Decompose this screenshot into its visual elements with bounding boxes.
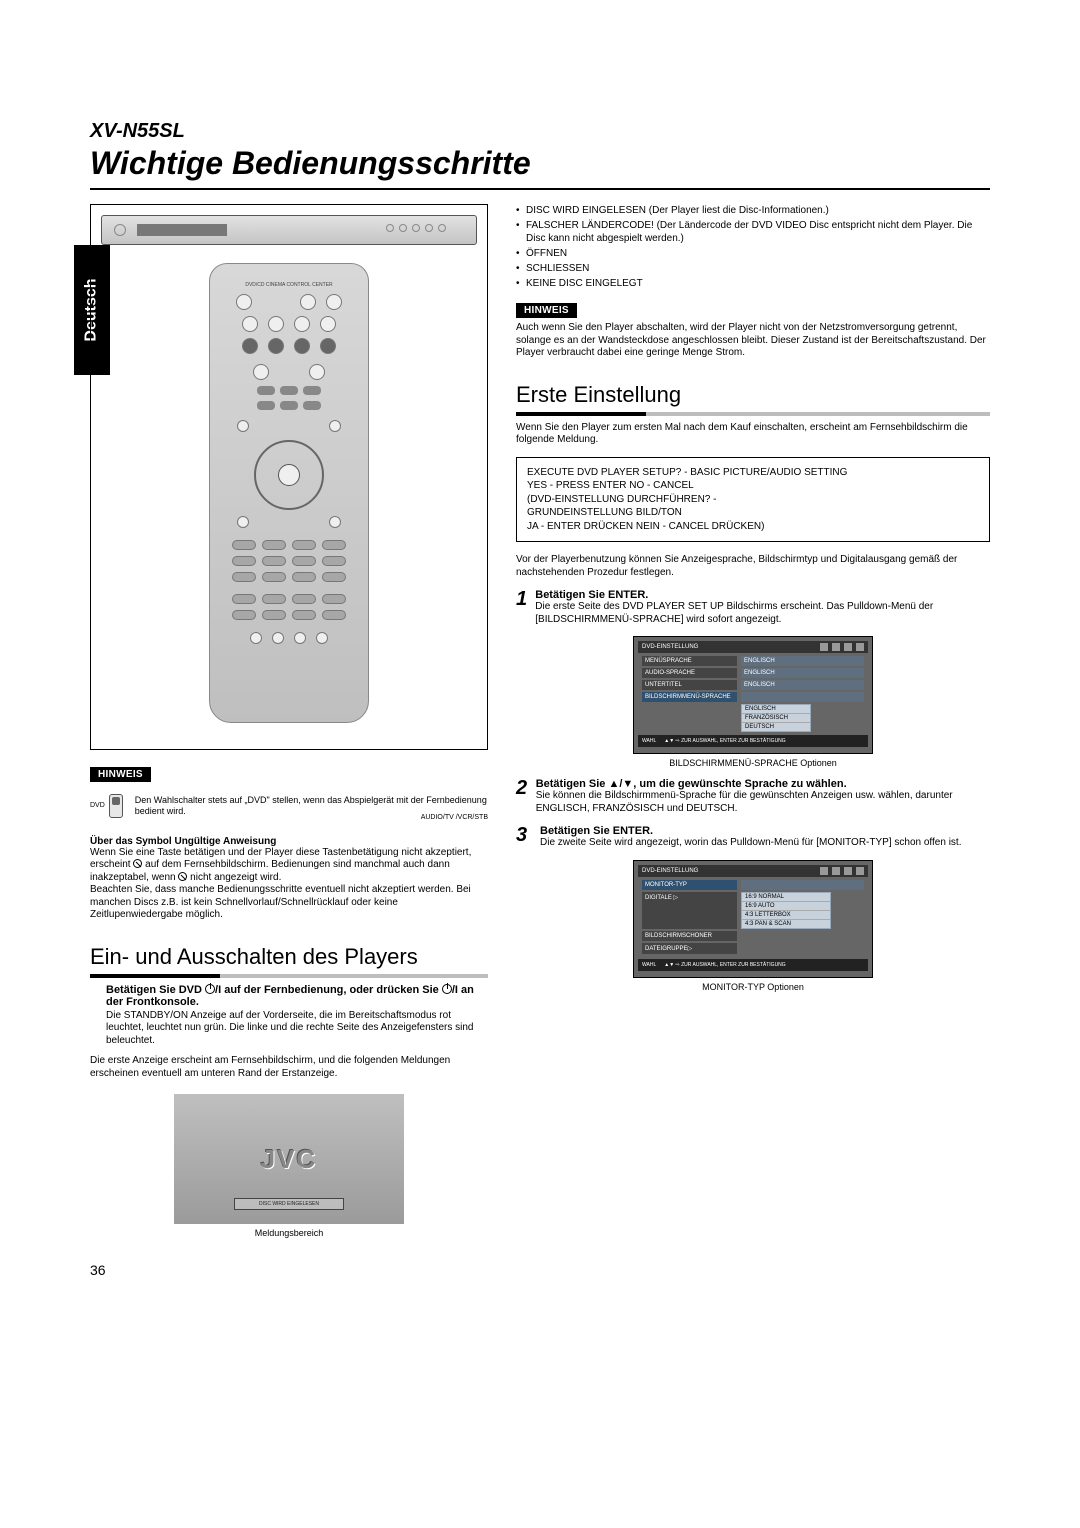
osd1-wrap: DVD-EINSTELLUNG MENÜSPRACHEENGLISCH AUDI… <box>516 636 990 768</box>
step-body: Sie können die Bildschirmmenü-Sprache fü… <box>536 790 990 815</box>
power-icon <box>442 984 452 994</box>
step-heading: Betätigen Sie ▲/▼, um die gewünschte Spr… <box>536 778 990 790</box>
osd-titlebar: DVD-EINSTELLUNG <box>638 865 868 877</box>
step-3: 3 Betätigen Sie ENTER. Die zweite Seite … <box>516 825 990 850</box>
two-columns: DVD/CD CINEMA CONTROL CENTER <box>90 204 990 1278</box>
step-heading: Betätigen Sie ENTER. <box>540 825 961 837</box>
power-step: Betätigen Sie DVD /I auf der Fernbedienu… <box>106 984 488 1048</box>
switch-label-top: DVD <box>90 802 105 810</box>
invalid-symbol-para: Wenn Sie eine Taste betätigen und der Pl… <box>90 847 488 885</box>
jvc-message-bar: DISC WIRD EINGELESEN <box>234 1198 344 1210</box>
osd2-wrap: DVD-EINSTELLUNG MONITOR-TYP DIGITALE ▷ 1… <box>516 860 990 992</box>
model-number: XV-N55SL <box>90 120 990 143</box>
power-icon <box>205 984 215 994</box>
section-rule <box>90 974 488 978</box>
power-step-body: Die STANDBY/ON Anzeige auf der Vordersei… <box>106 1010 488 1048</box>
right-column: DISC WIRD EINGELESEN (Der Player liest d… <box>516 204 990 1278</box>
step-number: 1 <box>516 589 527 626</box>
invalid-icon <box>178 872 187 881</box>
osd2-caption: MONITOR-TYP Optionen <box>702 982 804 992</box>
step-body: Die erste Seite des DVD PLAYER SET UP Bi… <box>535 601 990 626</box>
title-rule <box>90 188 990 190</box>
invalid-symbol-heading: Über das Symbol Ungültige Anweisung <box>90 836 488 847</box>
step-2: 2 Betätigen Sie ▲/▼, um die gewünschte S… <box>516 778 990 815</box>
power-step-head: Betätigen Sie DVD /I auf der Fernbedienu… <box>106 984 488 1008</box>
invalid-symbol-para-2: Beachten Sie, dass manche Bedienungsschr… <box>90 884 488 922</box>
step-body: Die zweite Seite wird angezeigt, worin d… <box>540 837 961 850</box>
osd2: DVD-EINSTELLUNG MONITOR-TYP DIGITALE ▷ 1… <box>633 860 873 978</box>
jvc-logo: JVC <box>261 1144 318 1175</box>
step-heading: Betätigen Sie ENTER. <box>535 589 990 601</box>
section-setup-title: Erste Einstellung <box>516 382 990 408</box>
left-column: DVD/CD CINEMA CONTROL CENTER <box>90 204 488 1278</box>
hinweis-badge: HINWEIS <box>90 767 151 782</box>
after-power-para: Die erste Anzeige erscheint am Fernsehbi… <box>90 1055 488 1080</box>
osd1: DVD-EINSTELLUNG MENÜSPRACHEENGLISCH AUDI… <box>633 636 873 754</box>
msg-line: GRUNDEINSTELLUNG BILD/TON <box>527 506 979 520</box>
hinweis-para: Auch wenn Sie den Player abschalten, wir… <box>516 322 990 360</box>
setup-message-box: EXECUTE DVD PLAYER SETUP? - BASIC PICTUR… <box>516 457 990 543</box>
bullet-item: ÖFFNEN <box>516 247 990 260</box>
remote-top-label: DVD/CD CINEMA CONTROL CENTER <box>245 282 332 288</box>
osd2-dropdown: 16:9 NORMAL 16:9 AUTO 4:3 LETTERBOX 4:3 … <box>741 892 831 929</box>
osd1-dropdown: ENGLISCH FRANZÖSISCH DEUTSCH <box>741 704 811 732</box>
osd1-caption: BILDSCHIRMMENÜ-SPRACHE Optionen <box>669 758 837 768</box>
hinweis-block-left: HINWEIS <box>90 764 488 782</box>
page-title: Wichtige Bedienungsschritte <box>90 145 990 182</box>
page: Deutsch XV-N55SL Wichtige Bedienungsschr… <box>0 0 1080 1318</box>
msg-line: YES - PRESS ENTER NO - CANCEL <box>527 479 979 493</box>
bullet-item: FALSCHER LÄNDERCODE! (Der Ländercode der… <box>516 219 990 245</box>
msg-line: EXECUTE DVD PLAYER SETUP? - BASIC PICTUR… <box>527 466 979 480</box>
bullet-item: SCHLIESSEN <box>516 262 990 275</box>
device-illustration: DVD/CD CINEMA CONTROL CENTER <box>90 204 488 750</box>
bullet-item: KEINE DISC EINGELEGT <box>516 277 990 290</box>
step-number: 2 <box>516 778 528 815</box>
osd-titlebar: DVD-EINSTELLUNG <box>638 641 868 653</box>
dvd-player-illustration <box>101 215 477 245</box>
jvc-splash-illustration: JVC DISC WIRD EINGELESEN <box>174 1094 404 1224</box>
invalid-icon <box>133 859 142 868</box>
step-number: 3 <box>516 825 532 850</box>
jvc-caption: Meldungsbereich <box>90 1228 488 1238</box>
bullet-item: DISC WIRD EINGELESEN (Der Player liest d… <box>516 204 990 217</box>
setup-intro: Wenn Sie den Player zum ersten Mal nach … <box>516 422 990 447</box>
pre-steps-para: Vor der Playerbenutzung können Sie Anzei… <box>516 554 990 579</box>
step-1: 1 Betätigen Sie ENTER. Die erste Seite d… <box>516 589 990 626</box>
mode-slider-icon <box>109 794 123 818</box>
msg-line: (DVD-EINSTELLUNG DURCHFÜHREN? - <box>527 493 979 507</box>
section-rule <box>516 412 990 416</box>
remote-illustration: DVD/CD CINEMA CONTROL CENTER <box>209 263 369 723</box>
msg-line: JA - ENTER DRÜCKEN NEIN - CANCEL DRÜCKEN… <box>527 520 979 534</box>
section-power-title: Ein- und Ausschalten des Players <box>90 944 488 970</box>
hinweis-badge: HINWEIS <box>516 303 577 318</box>
message-bullets: DISC WIRD EINGELESEN (Der Player liest d… <box>516 204 990 290</box>
page-number: 36 <box>90 1262 488 1278</box>
